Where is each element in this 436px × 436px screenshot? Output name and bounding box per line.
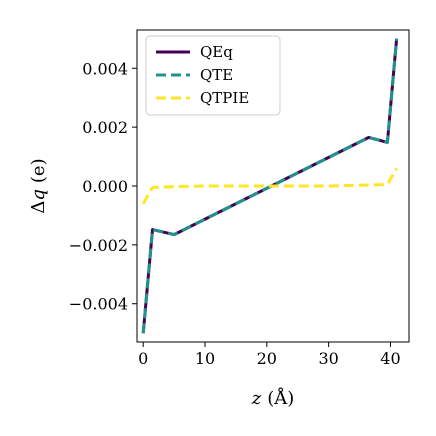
x-axis-label-var: z xyxy=(251,388,262,409)
y-tick-label: −0.002 xyxy=(69,236,128,255)
y-axis-label: Δq (e) xyxy=(28,158,49,213)
x-tick-label: 20 xyxy=(257,349,277,368)
y-tick-label: 0.000 xyxy=(82,177,128,196)
legend: QEq QTE QTPIE xyxy=(145,35,281,116)
y-tick-label: 0.002 xyxy=(82,118,128,137)
series-line-qtpie xyxy=(141,167,398,205)
legend-label: QTE xyxy=(200,66,233,84)
x-tick-label: 10 xyxy=(195,349,215,368)
y-axis-label-delta: Δ xyxy=(28,201,49,214)
y-axis-label-unit: (e) xyxy=(28,158,49,183)
legend-label: QTPIE xyxy=(200,89,249,107)
x-axis-label-unit: (Å) xyxy=(267,387,294,409)
legend-label: QEq xyxy=(200,43,233,61)
x-tick-label: 40 xyxy=(380,349,400,368)
y-axis-label-var: q xyxy=(28,189,49,201)
y-axis: −0.004 −0.002 0.000 0.002 0.004 xyxy=(69,59,137,314)
x-tick-label: 30 xyxy=(318,349,338,368)
y-tick-label: 0.004 xyxy=(82,59,128,78)
x-axis: 0 10 20 30 40 xyxy=(138,342,401,368)
y-tick-label: −0.004 xyxy=(69,295,128,314)
plot-area xyxy=(141,38,399,334)
x-axis-label: z (Å) xyxy=(251,387,295,409)
x-tick-label: 0 xyxy=(138,349,148,368)
legend-box xyxy=(145,35,281,116)
